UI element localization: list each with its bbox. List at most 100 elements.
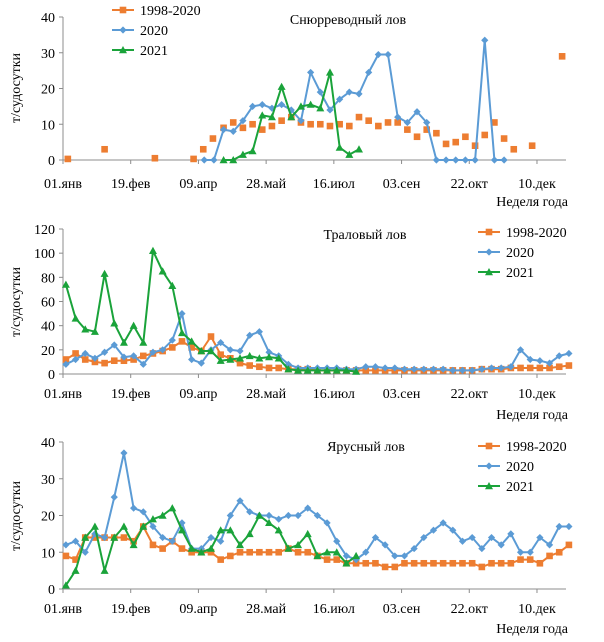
y-tick-label: 40 [41, 436, 55, 451]
data-point [149, 522, 157, 531]
data-point [481, 131, 489, 139]
data-point [275, 515, 283, 523]
chart-title: Снюрреводный лов [290, 13, 407, 28]
chart-panel-1: 0 10 20 30 40 01.янв 19.фев 09.апр 28.май 16.июл 0… [9, 4, 569, 210]
series-line [65, 452, 569, 561]
data-point [342, 552, 351, 560]
chart-panel-3: 0 10 20 30 40 01.янв 19.фев 09.апр 28.май 16.июл 0… [9, 436, 573, 637]
data-point [555, 352, 563, 360]
x-tick-label: 10.дек [518, 602, 556, 617]
series-line [65, 312, 570, 372]
data-point [365, 68, 373, 77]
x-tick-label: 28.май [246, 177, 286, 192]
y-tick-label: 40 [41, 320, 55, 335]
data-point [248, 102, 257, 110]
data-point [487, 533, 496, 542]
data-point [375, 122, 382, 130]
data-point [478, 563, 486, 571]
data-point [216, 526, 225, 534]
x-axis-label: Неделя года [496, 622, 569, 637]
data-point [316, 88, 324, 96]
data-point [119, 338, 128, 346]
data-point [100, 566, 109, 574]
data-point [226, 526, 235, 534]
chart-panel-2: 0 20 40 60 80 100 120 01.янв 19.фев 09.апр 28.май 1… [9, 223, 573, 423]
data-point [442, 140, 450, 148]
data-point [101, 359, 108, 367]
data-point [187, 337, 196, 345]
data-point [430, 559, 437, 567]
data-point [545, 359, 554, 367]
data-point [362, 367, 370, 374]
data-point [355, 90, 363, 98]
data-point [169, 344, 176, 351]
data-point [487, 364, 496, 372]
data-point [100, 533, 109, 542]
data-point [410, 544, 418, 553]
data-point [342, 366, 351, 374]
data-point [420, 365, 428, 373]
data-point [236, 359, 244, 367]
data-point [497, 541, 505, 549]
legend-label: 2020 [506, 460, 534, 475]
x-tick-label: 22.окт [451, 177, 488, 192]
data-point [265, 548, 273, 556]
data-point [246, 362, 253, 369]
data-point [565, 362, 573, 369]
data-point [352, 559, 360, 567]
data-point [248, 147, 257, 155]
data-point [284, 365, 293, 373]
data-point [130, 504, 138, 512]
data-point [413, 108, 421, 116]
data-point [516, 346, 525, 354]
data-point [139, 522, 148, 530]
legend-entry: 2020 [112, 24, 168, 39]
x-tick-label: 10.дек [518, 387, 556, 402]
y-tick-label: 60 [41, 296, 55, 311]
data-point [306, 100, 315, 108]
data-point [217, 351, 224, 358]
y-tick-label: 30 [41, 47, 55, 62]
x-tick-label: 01.янв [44, 387, 82, 402]
data-point [110, 341, 118, 349]
x-tick-label: 03.сен [383, 602, 421, 617]
data-point [507, 559, 515, 567]
data-point [400, 552, 409, 560]
x-tick-label: 19.фев [111, 387, 151, 402]
data-point [497, 559, 505, 567]
data-point [239, 117, 247, 125]
data-point [207, 533, 215, 542]
data-point [110, 533, 119, 541]
data-point [323, 366, 332, 374]
series-line [204, 39, 505, 161]
legend-entry: 2020 [478, 460, 534, 475]
data-point [536, 533, 544, 542]
data-point [256, 548, 263, 556]
y-tick-label: 80 [41, 271, 55, 286]
legend-entry: 1998-2020 [478, 226, 567, 241]
data-point [81, 349, 89, 358]
data-point [90, 327, 99, 335]
data-point [227, 552, 234, 560]
data-point [404, 126, 411, 133]
data-point [284, 544, 293, 552]
data-point [91, 354, 99, 362]
data-point [352, 367, 361, 375]
x-tick-label: 28.май [246, 602, 286, 617]
data-point [148, 246, 157, 254]
data-point [497, 364, 505, 372]
x-tick-label: 01.янв [44, 177, 82, 192]
data-point [217, 556, 224, 563]
data-point [429, 526, 438, 534]
data-point [236, 548, 244, 556]
data-point [148, 515, 157, 523]
data-point [62, 552, 70, 560]
y-axis-label: т/судосутки [9, 266, 24, 337]
data-point [332, 548, 341, 556]
data-point [526, 355, 534, 364]
data-point [226, 511, 234, 520]
data-point [323, 519, 331, 527]
data-point [307, 120, 314, 128]
data-point [507, 530, 515, 538]
legend-marker [485, 248, 493, 256]
